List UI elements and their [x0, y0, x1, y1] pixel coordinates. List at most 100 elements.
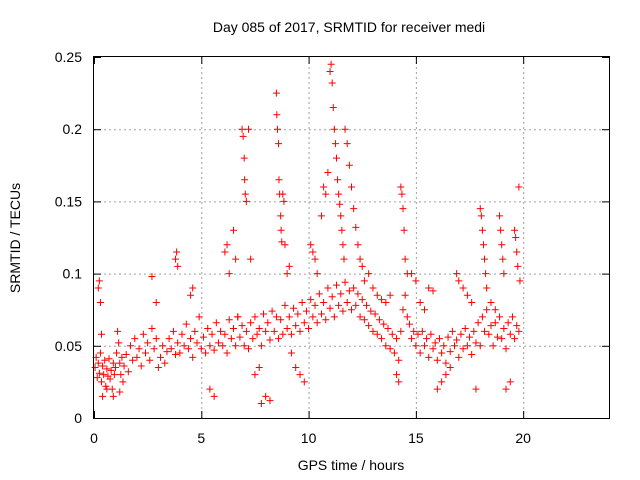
- data-point-marker: [152, 298, 160, 306]
- x-tick-label: 15: [408, 430, 424, 446]
- data-point-marker: [479, 241, 487, 249]
- data-point-marker: [229, 324, 237, 332]
- data-point-marker: [302, 307, 310, 315]
- data-point-marker: [403, 313, 411, 321]
- data-point-marker: [311, 255, 319, 263]
- data-point-marker: [292, 363, 300, 371]
- data-point-marker: [174, 339, 182, 347]
- data-point-marker: [241, 190, 249, 198]
- data-point-marker: [397, 327, 405, 335]
- data-point-marker: [446, 348, 454, 356]
- data-point-marker: [457, 330, 465, 338]
- data-point-marker: [204, 324, 212, 332]
- x-tick-label: 5: [197, 430, 205, 446]
- data-point-marker: [195, 313, 203, 321]
- data-point-marker: [126, 342, 134, 350]
- data-point-marker: [279, 190, 287, 198]
- data-point-marker: [354, 290, 362, 298]
- data-point-marker: [461, 324, 469, 332]
- grid-lines: [94, 57, 609, 418]
- data-point-marker: [309, 248, 317, 256]
- data-point-marker: [341, 125, 349, 133]
- data-point-marker: [350, 205, 358, 213]
- chart-title: Day 085 of 2017, SRMTID for receiver med…: [213, 19, 485, 35]
- data-point-marker: [290, 304, 298, 312]
- data-point-marker: [281, 301, 289, 309]
- data-point-marker: [358, 296, 366, 304]
- data-point-marker: [339, 241, 347, 249]
- data-point-marker: [173, 248, 181, 256]
- data-point-marker: [273, 125, 281, 133]
- data-point-marker: [352, 301, 360, 309]
- data-point-marker: [199, 333, 207, 341]
- data-point-marker: [307, 296, 315, 304]
- data-point-marker: [496, 313, 504, 321]
- data-point-marker: [313, 270, 321, 278]
- data-point-marker: [279, 330, 287, 338]
- data-point-marker: [148, 324, 156, 332]
- data-point-marker: [238, 322, 246, 330]
- data-point-marker: [472, 339, 480, 347]
- data-point-marker: [468, 350, 476, 358]
- data-point-marker: [113, 349, 121, 357]
- data-point-marker: [137, 362, 145, 370]
- data-point-marker: [247, 319, 255, 327]
- data-point-marker: [489, 342, 497, 350]
- data-point-marker: [106, 375, 114, 383]
- data-point-marker: [240, 154, 248, 162]
- data-point-marker: [408, 335, 416, 343]
- data-point-marker: [337, 212, 345, 220]
- data-point-marker: [99, 362, 107, 370]
- data-point-marker: [378, 335, 386, 343]
- data-point-marker: [193, 339, 201, 347]
- data-point-marker: [500, 270, 508, 278]
- data-point-marker: [487, 298, 495, 306]
- data-point-marker: [115, 339, 123, 347]
- data-point-marker: [481, 255, 489, 263]
- data-point-marker: [298, 298, 306, 306]
- y-tick-label: 0.05: [55, 338, 82, 354]
- data-point-marker: [420, 342, 428, 350]
- data-point-marker: [144, 339, 152, 347]
- data-point-marker: [440, 342, 448, 350]
- data-point-marker: [311, 301, 319, 309]
- data-point-marker: [96, 349, 104, 357]
- data-point-marker: [373, 330, 381, 338]
- data-point-marker: [107, 366, 115, 374]
- data-point-marker: [257, 342, 265, 350]
- data-point-marker: [427, 330, 435, 338]
- data-point-marker: [367, 307, 375, 315]
- data-point-marker: [339, 307, 347, 315]
- data-point-marker: [498, 335, 506, 343]
- data-point-marker: [341, 278, 349, 286]
- data-point-marker: [468, 298, 476, 306]
- data-point-marker: [109, 359, 117, 367]
- data-point-marker: [508, 313, 516, 321]
- data-point-marker: [184, 345, 192, 353]
- data-point-marker: [453, 336, 461, 344]
- data-point-marker: [232, 342, 240, 350]
- data-point-marker: [365, 322, 373, 330]
- data-point-marker: [102, 382, 110, 390]
- data-point-marker: [398, 190, 406, 198]
- data-point-marker: [172, 350, 180, 358]
- data-point-marker: [332, 281, 340, 289]
- data-point-marker: [285, 262, 293, 270]
- data-point-marker: [354, 241, 362, 249]
- data-point-marker: [322, 190, 330, 198]
- data-point-marker: [296, 327, 304, 335]
- data-point-marker: [119, 378, 127, 386]
- data-point-marker: [93, 374, 101, 382]
- data-point-marker: [335, 190, 343, 198]
- data-point-marker: [277, 212, 285, 220]
- data-point-marker: [401, 255, 409, 263]
- data-point-marker: [142, 349, 149, 357]
- data-point-marker: [423, 335, 431, 343]
- data-point-marker: [483, 306, 491, 314]
- data-point-marker: [400, 226, 408, 234]
- data-point-marker: [363, 301, 371, 309]
- data-point-marker: [337, 290, 345, 298]
- data-point-marker: [272, 313, 280, 321]
- data-point-marker: [455, 277, 463, 285]
- data-point-marker: [497, 226, 505, 234]
